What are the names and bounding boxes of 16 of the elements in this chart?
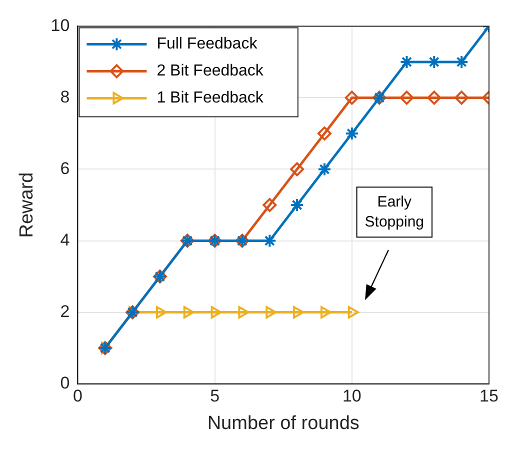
y-axis-title: Reward xyxy=(16,172,38,238)
y-tick-label: 6 xyxy=(60,158,70,178)
x-axis-title: Number of rounds xyxy=(207,412,360,434)
x-tick-label: 0 xyxy=(72,386,82,406)
y-tick-label: 0 xyxy=(60,373,70,392)
annotation: Early Stopping xyxy=(364,193,424,230)
x-tick-label: 5 xyxy=(210,386,220,406)
legend-label: Full Feedback xyxy=(156,36,258,53)
y-tick-label: 4 xyxy=(60,230,70,250)
y-tick-label: 8 xyxy=(60,87,70,106)
legend-label: 2 Bit Feedback xyxy=(156,62,264,80)
y-tick-label: 2 xyxy=(60,302,70,321)
x-tick-label: 10 xyxy=(342,386,362,406)
legend-label: 1 Bit Feedback xyxy=(156,90,264,107)
y-tick-label: 10 xyxy=(50,16,70,35)
x-tick-label: 15 xyxy=(480,386,498,406)
